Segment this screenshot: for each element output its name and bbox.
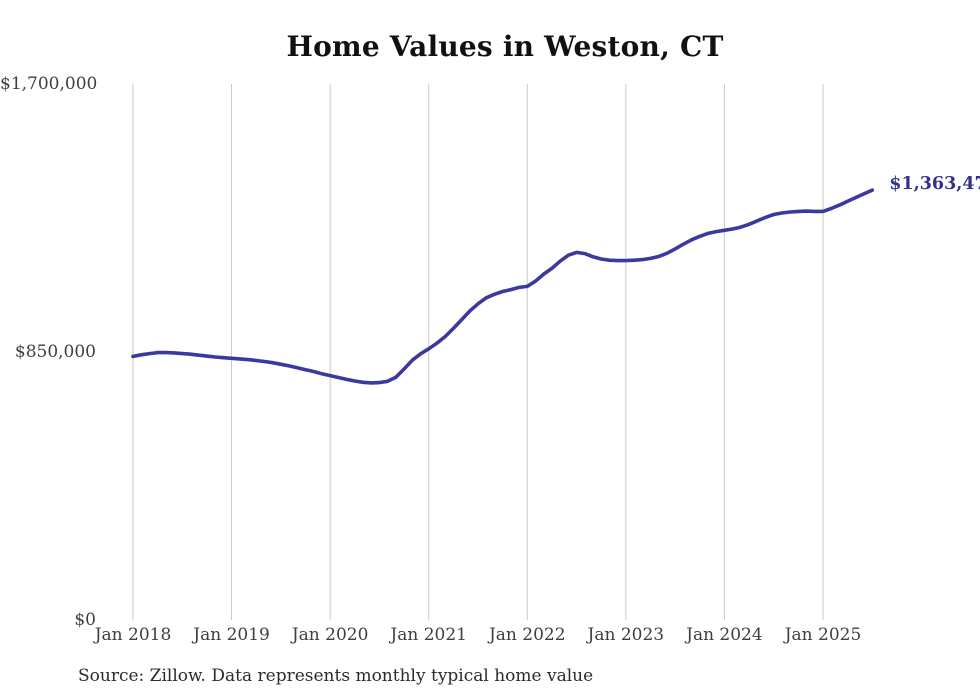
y-tick-label: $0	[74, 610, 96, 630]
x-tick-label: Jan 2025	[784, 625, 862, 645]
gridlines	[132, 84, 824, 620]
y-tick-label: $1,700,000	[0, 74, 98, 94]
x-tick-label: Jan 2020	[291, 625, 369, 645]
x-tick-label: Jan 2019	[193, 625, 270, 645]
x-tick-label: Jan 2021	[390, 625, 467, 645]
y-tick-label: $850,000	[14, 342, 96, 362]
latest-value-label: $1,363,474	[889, 174, 980, 195]
source-note: Source: Zillow. Data represents monthly …	[78, 666, 594, 686]
x-tick-label: Jan 2022	[488, 625, 566, 645]
x-tick-label: Jan 2018	[94, 625, 172, 645]
x-tick-label: Jan 2024	[686, 625, 763, 645]
home-value-line	[131, 188, 875, 385]
x-tick-label: Jan 2023	[587, 625, 665, 645]
chart-title: Home Values in Weston, CT	[286, 30, 724, 63]
